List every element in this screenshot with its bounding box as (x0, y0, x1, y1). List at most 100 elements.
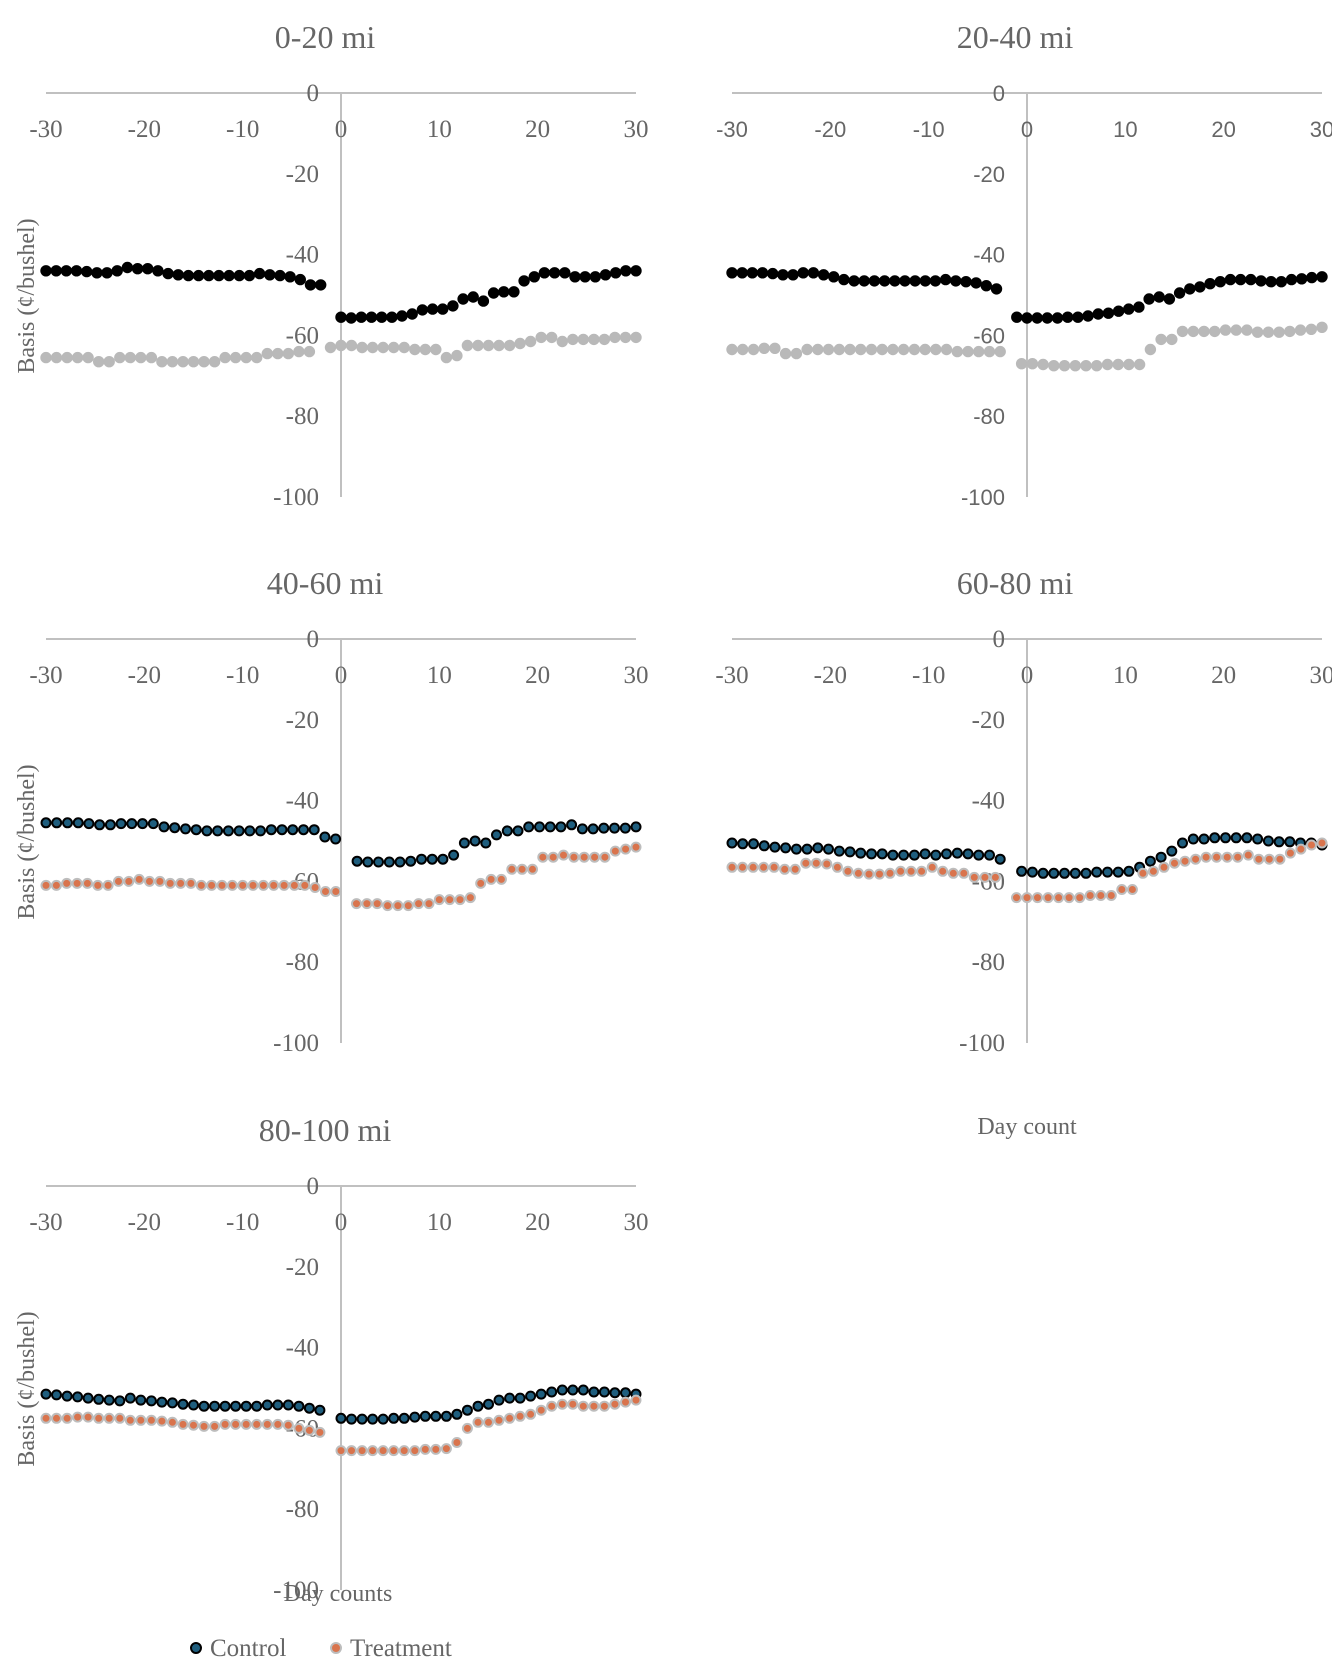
treatment-point (382, 900, 394, 912)
treatment-point (261, 1418, 273, 1430)
control-point (544, 821, 556, 833)
control-point (576, 823, 588, 835)
treatment-point (968, 871, 980, 883)
y-tick-label: -80 (286, 403, 319, 430)
treatment-point (1253, 853, 1265, 865)
treatment-point (568, 851, 580, 863)
y-tick-label: -80 (286, 949, 319, 976)
control-point (1048, 867, 1060, 879)
control-point (40, 1388, 52, 1400)
treatment-point (831, 861, 843, 873)
treatment-point (1026, 358, 1039, 370)
treatment-point (599, 851, 611, 863)
y-tick-label: -80 (286, 1496, 319, 1523)
treatment-point (187, 356, 200, 368)
control-point (416, 853, 427, 865)
treatment-point (209, 1420, 221, 1432)
treatment-point (92, 879, 104, 891)
treatment-point (833, 343, 845, 356)
treatment-point (1284, 847, 1296, 859)
control-point (430, 1410, 442, 1422)
control-point (121, 261, 134, 274)
treatment-point (208, 356, 221, 368)
treatment-point (251, 351, 263, 364)
treatment-point (51, 1412, 62, 1424)
treatment-point (1126, 884, 1138, 895)
treatment-point (356, 1445, 368, 1457)
y-tick-label: -40 (286, 1335, 319, 1362)
control-point (559, 267, 571, 279)
control-point (213, 269, 225, 282)
treatment-point (409, 1445, 421, 1457)
treatment-point (503, 339, 516, 352)
treatment-point (1133, 358, 1146, 371)
treatment-point (588, 333, 600, 346)
treatment-point (844, 343, 856, 356)
treatment-point (367, 1445, 379, 1457)
legend: Control Treatment (190, 1635, 452, 1662)
treatment-point (472, 1416, 484, 1428)
control-point (437, 853, 449, 865)
treatment-point (1021, 892, 1033, 904)
control-point (294, 273, 306, 286)
treatment-point (726, 861, 738, 873)
y-tick-label: 0 (993, 81, 1005, 106)
control-point (255, 825, 266, 837)
control-point (298, 824, 309, 836)
control-point (1166, 845, 1178, 857)
control-point (534, 821, 545, 833)
control-point (162, 267, 174, 280)
y-tick-label: -20 (973, 162, 1005, 187)
treatment-point (485, 873, 497, 885)
x-tick-label: 0 (335, 1209, 348, 1236)
control-point (528, 271, 540, 283)
treatment-point (219, 351, 231, 364)
control-point (769, 841, 781, 853)
control-point (630, 265, 642, 277)
treatment-point (461, 339, 474, 352)
panel-title: 80-100 mi (259, 1112, 392, 1148)
control-point (984, 849, 995, 861)
treatment-point (863, 868, 875, 880)
control-point (72, 817, 84, 829)
y-tick-label: 0 (307, 1173, 320, 1200)
y-tick-label: -20 (972, 707, 1005, 734)
control-point (219, 1400, 231, 1412)
treatment-point (493, 1414, 505, 1426)
treatment-point (309, 882, 321, 893)
control-point (777, 269, 789, 281)
control-point (276, 824, 288, 836)
y-tick-label: -40 (286, 242, 319, 269)
control-point (145, 1395, 157, 1407)
treatment-point (430, 343, 442, 356)
treatment-point (303, 1424, 315, 1436)
control-point (335, 311, 347, 323)
treatment-point (630, 1394, 642, 1406)
treatment-point (398, 1445, 410, 1457)
control-point (1194, 281, 1206, 293)
control-point (272, 1399, 284, 1411)
treatment-point (272, 347, 284, 360)
panel-40-60-mi: 40-60 mi Basis (¢/bushel) -30 -20 -10 0 10 20… (14, 565, 649, 1057)
treatment-point (516, 863, 528, 875)
treatment-point (1242, 849, 1254, 861)
treatment-point (1101, 358, 1114, 371)
x-tick-label: 20 (1211, 117, 1235, 142)
control-point (261, 1399, 273, 1411)
treatment-point (577, 1400, 589, 1412)
control-point (1241, 832, 1253, 844)
treatment-point (288, 879, 300, 891)
control-point (919, 275, 931, 287)
treatment-point (1155, 333, 1167, 346)
control-point (111, 265, 123, 277)
y-tick-label: -40 (972, 788, 1005, 815)
treatment-point (156, 356, 168, 368)
control-point (790, 843, 802, 855)
control-point (448, 849, 460, 861)
control-point (416, 304, 429, 316)
control-point (833, 845, 845, 857)
treatment-point (103, 1412, 115, 1424)
treatment-point (71, 351, 84, 364)
treatment-point (124, 351, 137, 364)
